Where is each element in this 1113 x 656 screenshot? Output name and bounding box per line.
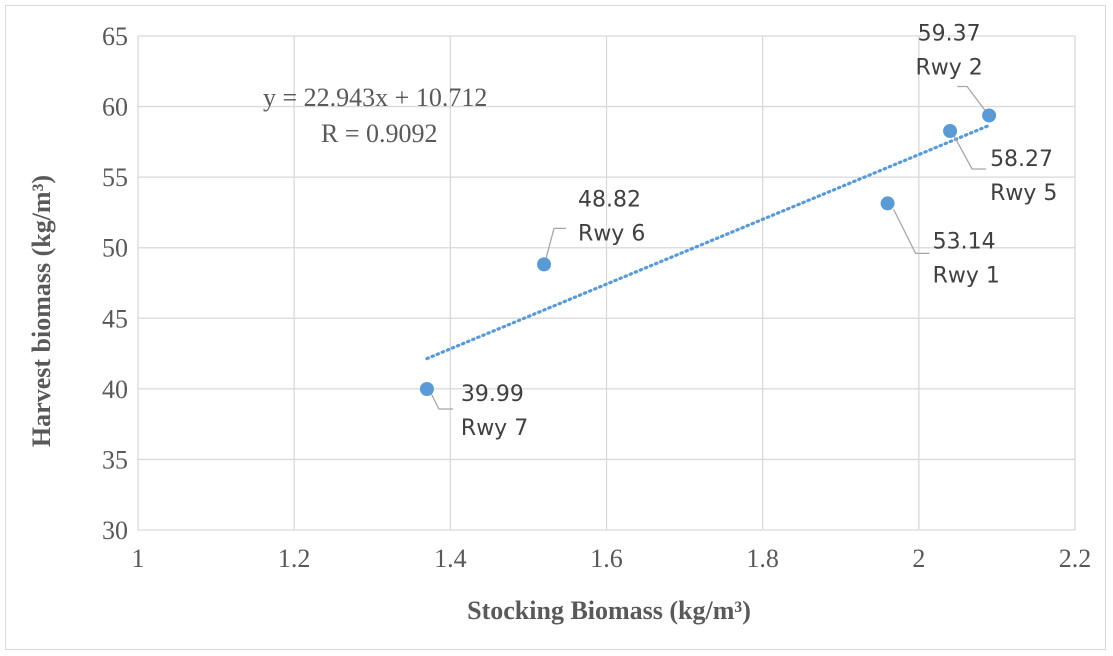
label-leader-line — [430, 392, 453, 410]
x-tick-label: 1.4 — [434, 544, 467, 573]
data-label-value: 59.37 — [918, 21, 981, 46]
x-tick-label: 1.8 — [746, 544, 779, 573]
data-label-name: Rwy 5 — [990, 181, 1057, 206]
tick-labels: 30 35 40 45 50 55 60 65 1 1.2 1.4 1.6 1.8 2 2.2 — [102, 22, 1091, 573]
data-label-name: Rwy 7 — [461, 416, 528, 441]
trendline — [425, 123, 991, 361]
data-label-value: 48.82 — [578, 187, 641, 212]
y-tick-label: 30 — [102, 516, 128, 545]
x-tick-label: 1 — [132, 544, 145, 573]
trendline-r-value: R = 0.9092 — [321, 119, 438, 148]
x-tick-label: 2.2 — [1059, 544, 1092, 573]
data-points — [419, 108, 997, 396]
data-point — [537, 257, 552, 272]
data-point — [943, 123, 958, 138]
data-label-name: Rwy 2 — [915, 55, 982, 80]
x-tick-label: 2 — [912, 544, 925, 573]
y-tick-label: 45 — [102, 304, 128, 333]
data-point — [982, 108, 997, 123]
data-labels: 53.14 Rwy 1 59.37 Rwy 2 58.27 Rwy 5 48.82 Rwy 6… — [461, 21, 1057, 441]
data-point — [419, 381, 434, 396]
y-tick-label: 50 — [102, 234, 128, 263]
trendline-equation: y = 22.943x + 10.712 — [263, 83, 487, 112]
label-leader-line — [953, 135, 987, 170]
data-label-value: 53.14 — [933, 229, 996, 254]
data-label-name: Rwy 6 — [578, 221, 645, 246]
x-axis-title: Stocking Biomass (kg/m³) — [467, 596, 751, 625]
x-tick-label: 1.2 — [278, 544, 311, 573]
scatter-chart: 30 35 40 45 50 55 60 65 1 1.2 1.4 1.6 1.8 2 2.2 53.14 R… — [27, 21, 1091, 625]
y-tick-label: 40 — [102, 375, 128, 404]
y-tick-label: 55 — [102, 163, 128, 192]
y-axis-title: Harvest biomass (kg/m³) — [27, 175, 56, 447]
label-leaders — [430, 85, 987, 410]
label-leader-line — [893, 209, 930, 255]
x-tick-label: 1.6 — [590, 544, 623, 573]
label-leader-line — [545, 227, 567, 259]
data-point — [880, 196, 895, 211]
y-tick-label: 60 — [102, 93, 128, 122]
data-label-value: 58.27 — [990, 147, 1053, 172]
y-tick-label: 65 — [102, 22, 128, 51]
chart-area: 30 35 40 45 50 55 60 65 1 1.2 1.4 1.6 1.8 2 2.2 53.14 R… — [5, 5, 1106, 650]
data-label-name: Rwy 1 — [933, 263, 1000, 288]
trendline-path — [425, 123, 991, 361]
gridlines — [137, 35, 1076, 531]
data-label-value: 39.99 — [461, 382, 524, 407]
label-leader-line — [957, 85, 986, 111]
y-tick-label: 35 — [102, 445, 128, 474]
